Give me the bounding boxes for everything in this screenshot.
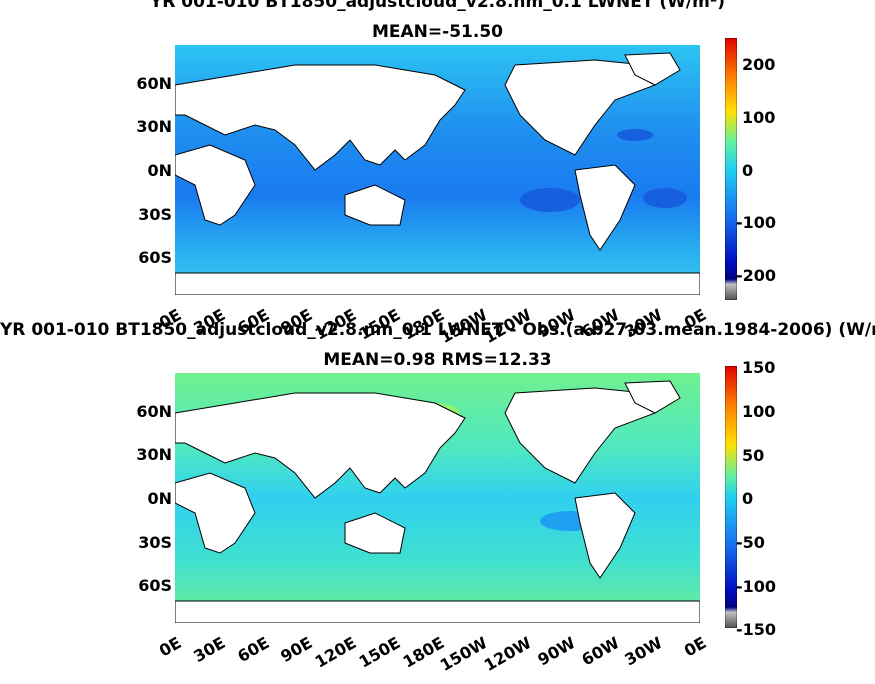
panel1-lat-label: 60S [138,248,172,267]
panel2-colorbar-tick: -100 [736,577,777,596]
panel1-title: YR 001-010 BT1850_adjustcloud_v2.8.nm_0.… [149,0,726,12]
panel1-anomaly [520,188,580,212]
panel2-colorbar-tick: -50 [736,533,765,552]
panel1-subtitle: MEAN=-51.50 [372,22,503,42]
panel2-colorbar [725,366,737,628]
panel2-colorbar-tick: 0 [742,489,754,508]
panel2-lat-label: 30N [136,445,172,464]
greenland [624,52,681,86]
antarctica [175,600,700,623]
panel2-lat-label: 60S [138,576,172,595]
panel2-colorbar-tick: -150 [736,620,777,639]
panel1-land [175,52,700,295]
panel2-lat-label: 30S [138,533,172,552]
antarctica [175,272,700,295]
panel2-map [175,373,700,623]
panel2-colorbar-tick: 100 [742,402,776,421]
panel2-title: YR 001-010 BT1850_adjustcloud_v2.8.nm_0.… [0,320,875,340]
panel1-anomaly [643,188,687,208]
panel2-colorbar-tick: 150 [742,358,776,377]
panel2-colorbar-tick: 50 [742,446,765,465]
panel2-lat-label: 0N [147,489,172,508]
panel1-map [175,45,700,295]
panel1-colorbar-tick: 100 [742,108,776,127]
africa [175,144,256,226]
north-america [504,387,656,484]
panel2-lat-label: 60N [136,402,172,421]
panel2-subtitle: MEAN=0.98 RMS=12.33 [323,350,552,370]
panel1-colorbar-tick: 0 [742,161,754,180]
panel1-lat-label: 60N [136,74,172,93]
eurasia [175,64,466,171]
panel1-anomaly [617,129,653,141]
north-america [504,59,656,156]
panel1-colorbar-tick: -200 [736,266,777,285]
eurasia [175,392,466,499]
australia [344,512,406,554]
south-america [574,492,636,579]
australia [344,184,406,226]
africa [175,472,256,554]
panel1-colorbar-tick: 200 [742,55,776,74]
greenland [624,380,681,414]
panel1-lat-label: 30N [136,117,172,136]
south-america [574,164,636,251]
panel1-lat-label: 0N [147,161,172,180]
panel1-colorbar-tick: -100 [736,213,777,232]
panel1-colorbar [725,38,737,300]
panel1-lat-label: 30S [138,205,172,224]
panel2-land [175,380,700,623]
